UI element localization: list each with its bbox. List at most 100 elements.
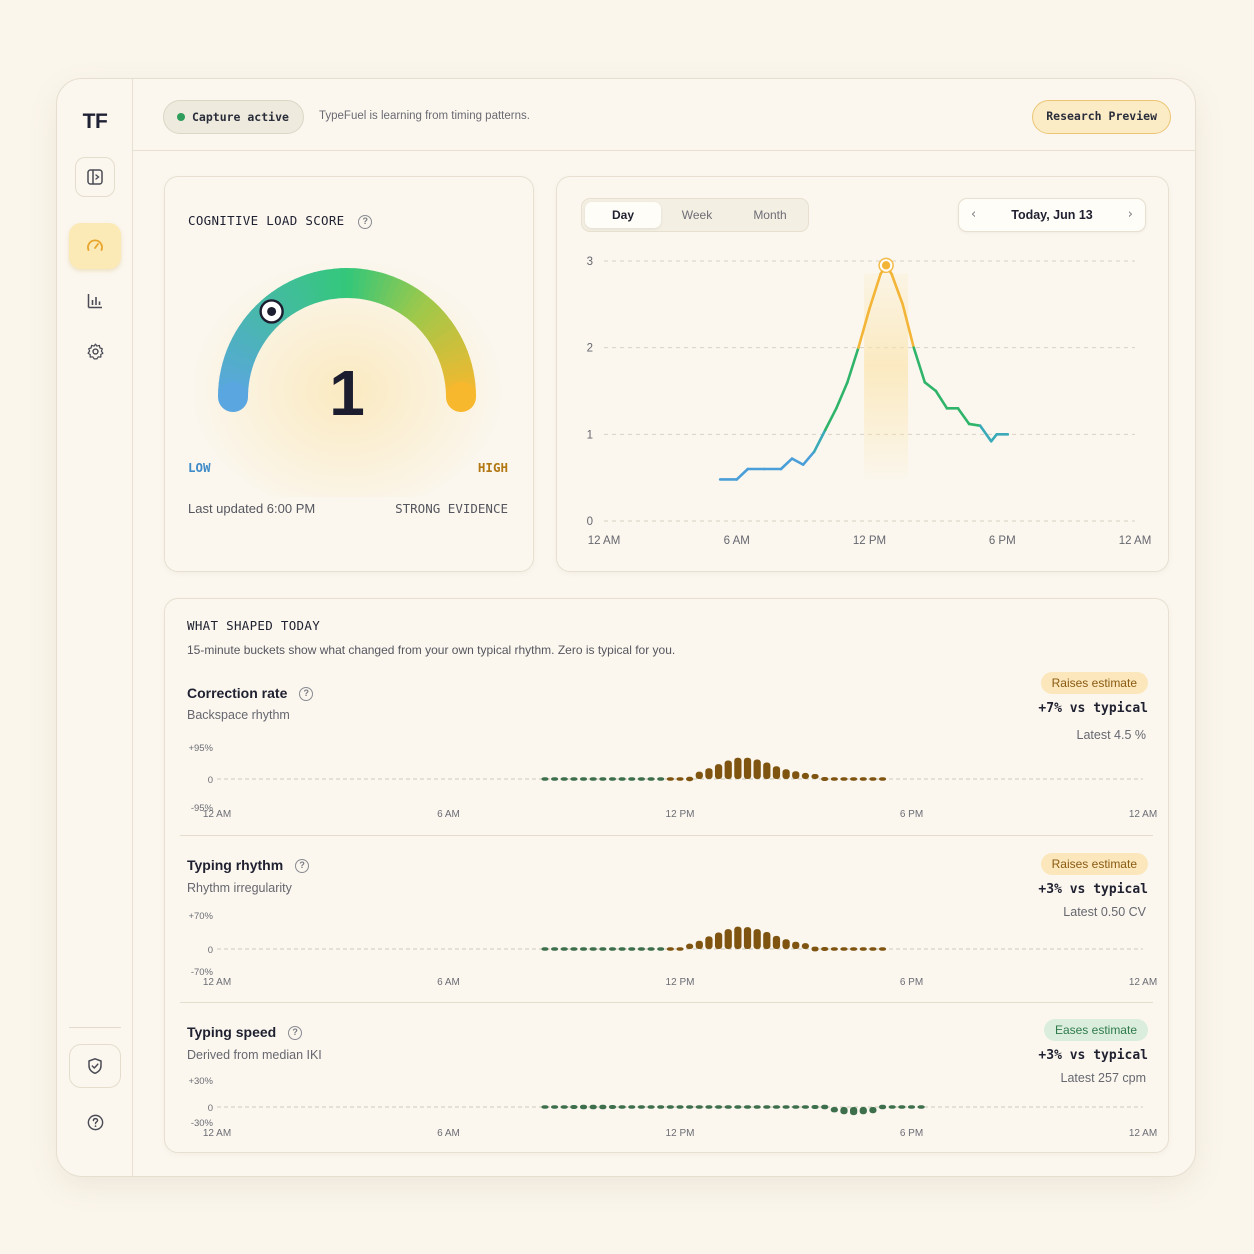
help-icon [87,1114,103,1130]
x-tick-label: 6 PM [900,809,923,820]
bucket-bar [734,1105,742,1109]
research-preview-badge[interactable]: Research Preview [1032,100,1171,134]
bucket-bar [628,777,636,781]
series-line-segment [923,381,938,393]
sidebar-item-score[interactable] [69,223,121,269]
peak-highlight-band [864,273,909,479]
tab-day[interactable]: Day [585,202,661,228]
bucket-bar [724,929,732,949]
info-icon[interactable]: ? [288,1026,303,1041]
latest-value: Latest 257 cpm [1060,1071,1146,1085]
prev-day-icon[interactable]: ‹ [971,207,977,222]
app-window: TF Capture active TypeFuel is learning f… [56,78,1196,1177]
bucket-bar [560,947,568,951]
bucket-bar [647,777,655,781]
x-tick-label: 12 AM [588,535,621,547]
x-tick-label: 12 AM [203,977,231,988]
bucket-bar [550,777,559,781]
series-line-segment [801,450,816,466]
help-button[interactable] [69,1100,121,1144]
bucket-bar [541,777,549,781]
timeline-card: Day Week Month ‹ Today, Jun 13 › 0 1 2 3 12 … [556,176,1169,572]
bucket-bar [589,947,597,951]
info-icon[interactable]: ? [358,214,373,229]
bucket-bar [801,1105,810,1109]
bucket-bar [878,777,887,781]
bucket-bar [570,1104,578,1110]
sidebar-item-trends[interactable] [69,279,121,323]
bucket-bar [550,947,559,951]
x-tick-label: 6 PM [989,535,1016,547]
latest-value: Latest 4.5 % [1076,728,1147,742]
series-line-segment [846,346,860,384]
bucket-bar [878,947,887,951]
metric-name: Typing speed [187,1024,277,1040]
bucket-bar [705,768,713,779]
bucket-bar [599,947,607,951]
bucket-bar [792,941,800,949]
x-tick-label: 12 AM [203,809,231,820]
bucket-bar [637,777,646,781]
gauge-cap-low [218,382,248,412]
next-day-icon[interactable]: › [1127,207,1133,222]
info-icon[interactable]: ? [299,687,314,702]
x-tick-label: 6 PM [900,1128,923,1139]
gear-icon [86,342,104,360]
bucket-bar [608,777,617,781]
bucket-bar [608,947,617,951]
bucket-bar [763,1105,771,1109]
series-line-segment [901,303,916,349]
y-min-label: -95% [191,803,214,814]
what-shaped-title: WHAT SHAPED TODAY [187,618,321,633]
series-line-segment [912,346,927,384]
bucket-bar [878,1104,887,1110]
bucket-bar [560,777,568,781]
bucket-bar [637,947,646,951]
series-line-segment [790,457,805,466]
series-line-segment [835,381,849,410]
capture-status-pill[interactable]: Capture active [163,100,304,134]
tab-month[interactable]: Month [753,208,787,222]
bucket-bar [850,1107,858,1116]
info-icon[interactable]: ? [295,859,310,874]
series-line-segment [956,407,971,426]
bucket-bar [917,1105,925,1109]
series-line-segment [890,272,904,306]
x-tick-label: 12 AM [1129,1128,1157,1139]
bucket-bar [782,769,790,779]
bucket-bar [850,777,858,781]
bucket-bar [743,927,752,949]
bucket-bar [724,760,732,779]
bucket-bar [859,1107,867,1115]
series-line-segment [812,428,827,453]
bucket-bar [676,947,684,951]
bucket-bar [869,1107,877,1114]
gauge-marker-dot [267,306,277,316]
estimate-badge: Raises estimate [1040,672,1148,694]
series-line-segment [868,272,882,310]
panel-toggle-button[interactable] [75,157,115,197]
privacy-button[interactable] [69,1044,121,1088]
bucket-bar [695,1105,703,1109]
sidebar-item-settings[interactable] [69,329,121,373]
metric-name: Typing rhythm [187,857,284,873]
x-tick-label: 6 PM [900,977,923,988]
latest-value: Latest 0.50 CV [1063,905,1146,919]
bucket-bar [657,777,665,781]
bucket-bar [888,1105,896,1109]
bucket-bar [811,946,819,952]
peak-marker[interactable] [881,261,891,270]
gauge-high-label: HIGH [477,460,508,475]
bucket-bar [850,947,858,951]
series-line-segment [989,433,999,443]
gauge-marker [259,299,284,324]
evidence-label: STRONG EVIDENCE [395,501,508,516]
bucket-bar [657,947,665,951]
sidebar-divider [69,1027,121,1028]
bucket-bar [666,777,674,781]
bucket-bar [821,947,829,951]
bucket-bar [579,777,588,781]
bucket-bar [589,777,597,781]
tab-week[interactable]: Week [681,208,713,222]
bucket-bar [782,939,790,949]
